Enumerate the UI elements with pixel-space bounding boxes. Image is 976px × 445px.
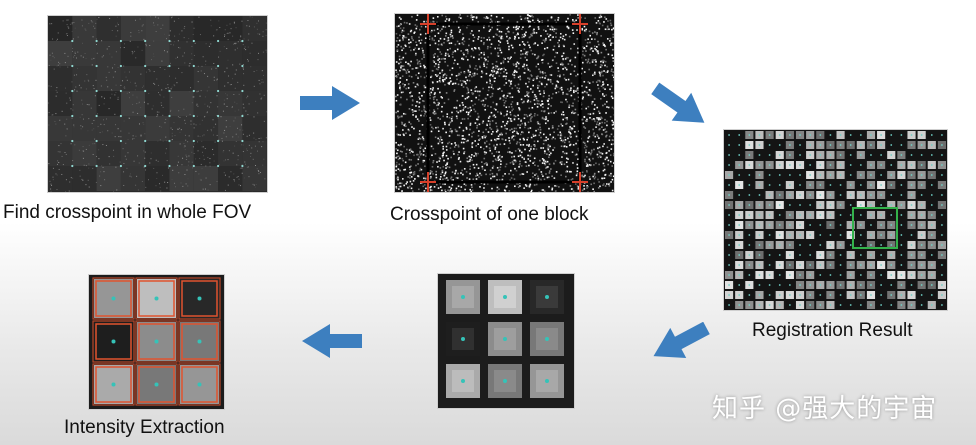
arrow-down-left-icon: [648, 321, 712, 367]
whole-fov-caption: Find crosspoint in whole FOV: [3, 202, 252, 223]
arrow-down-right-icon: [648, 80, 710, 135]
whole-fov-image: [48, 16, 267, 192]
watermark: 知乎 @强大的宇宙: [712, 394, 938, 424]
one-block-caption: Crosspoint of one block: [390, 204, 589, 225]
arrow-left-icon: [300, 322, 364, 365]
registration-result-image: [724, 130, 947, 310]
intensity-extraction-image: [89, 275, 224, 409]
registration-result-caption: Registration Result: [752, 320, 913, 341]
arrow-right-icon: [298, 84, 362, 127]
one-block-image: [395, 14, 614, 192]
intensity-extraction-caption: Intensity Extraction: [64, 417, 225, 438]
zoomed-block-image: [438, 274, 574, 408]
